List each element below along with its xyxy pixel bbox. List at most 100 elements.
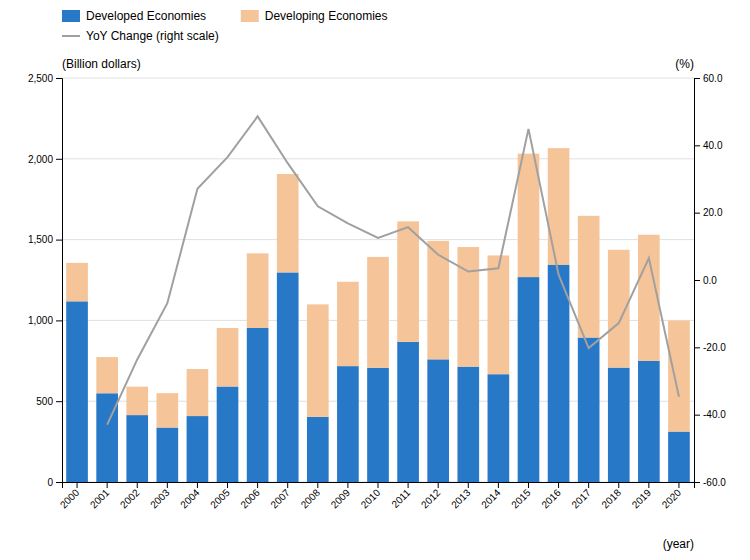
tick-mark	[528, 482, 529, 488]
tick-label: 2016	[539, 487, 563, 511]
tick-mark	[498, 482, 499, 488]
tick-label: 60.0	[703, 73, 723, 84]
tick-label: 500	[36, 396, 53, 407]
axis-line	[63, 483, 695, 489]
tick-mark	[107, 482, 108, 488]
legend-swatch	[62, 35, 80, 37]
bar	[126, 387, 148, 415]
bar	[457, 247, 479, 367]
tick: 0	[47, 477, 62, 488]
tick: 2011	[389, 482, 412, 510]
tick: 1,500	[28, 234, 62, 245]
marks	[66, 116, 690, 482]
tick-mark	[167, 482, 168, 488]
tick-label: 2003	[148, 487, 172, 511]
tick-mark	[694, 347, 700, 348]
tick-mark	[287, 482, 288, 488]
tick-label: 2005	[208, 487, 232, 511]
tick-mark	[56, 482, 62, 483]
bar	[668, 432, 690, 482]
tick-mark	[56, 159, 62, 160]
tick: 2007	[268, 482, 292, 510]
tick-label: 0.0	[703, 275, 717, 286]
legend-label: Developing Economies	[265, 9, 388, 23]
axis-line	[695, 79, 701, 483]
tick-mark	[347, 482, 348, 488]
tick: 2010	[359, 482, 383, 510]
x-axis: 2000200120022003200420052006200720082009…	[58, 482, 695, 510]
tick-label: 2001	[88, 487, 112, 511]
bar	[187, 369, 209, 416]
tick: 2014	[479, 482, 503, 510]
tick: 2006	[238, 482, 262, 510]
axis-line	[56, 79, 63, 483]
bar	[66, 301, 88, 482]
tick: 2019	[630, 482, 654, 510]
tick: 2017	[569, 482, 593, 510]
tick-label: 1,000	[28, 315, 53, 326]
tick-mark	[438, 482, 439, 488]
tick: -20.0	[694, 342, 726, 353]
tick-mark	[317, 482, 318, 488]
tick-mark	[694, 280, 700, 281]
legend-item: Developing Economies	[241, 9, 388, 23]
tick-mark	[694, 415, 700, 416]
tick: 2012	[419, 482, 443, 510]
tick: 2001	[88, 482, 112, 510]
tick-label: 2009	[329, 487, 353, 511]
line	[107, 116, 679, 424]
bar	[668, 321, 690, 432]
tick-label: 2019	[630, 487, 654, 511]
bar	[488, 255, 510, 374]
axis-title: (year)	[663, 537, 694, 551]
bar	[217, 386, 239, 482]
tick-mark	[137, 482, 138, 488]
tick-mark	[618, 482, 619, 488]
bar	[608, 368, 630, 482]
legend-swatch	[62, 10, 80, 22]
tick-mark	[694, 145, 700, 146]
grid-line	[62, 78, 694, 79]
tick: 60.0	[694, 73, 723, 84]
bar	[126, 415, 148, 482]
tick-label: 2018	[599, 487, 623, 511]
tick: 2018	[599, 482, 623, 510]
plot: 2000200120022003200420052006200720082009…	[28, 57, 726, 551]
tick: 2008	[299, 482, 323, 510]
tick-label: 2007	[268, 487, 292, 511]
tick-label: 1,500	[28, 234, 53, 245]
chart: 2000200120022003200420052006200720082009…	[0, 0, 750, 560]
tick-mark	[694, 482, 700, 483]
bar	[397, 221, 419, 342]
bar	[457, 367, 479, 482]
bar	[578, 338, 600, 482]
tick: 2003	[148, 482, 172, 510]
tick-label: 2006	[238, 487, 262, 511]
tick-label: 2011	[389, 487, 412, 510]
axis-title: (%)	[675, 57, 694, 71]
tick: 500	[36, 396, 62, 407]
bar	[96, 357, 118, 393]
bar-series	[66, 148, 690, 431]
tick: 1,000	[28, 315, 62, 326]
bar	[427, 359, 449, 482]
tick-label: 2,500	[28, 73, 53, 84]
y-axis: 0 500 1,000 1,500 2,000 2,500	[28, 73, 63, 488]
tick-mark	[77, 482, 78, 488]
grid	[62, 78, 694, 482]
tick: -40.0	[694, 409, 726, 420]
bar	[217, 328, 239, 386]
tick-mark	[378, 482, 379, 488]
bar	[397, 342, 419, 482]
tick-mark	[56, 78, 62, 79]
tick: 2020	[660, 482, 684, 510]
tick-label: 2,000	[28, 154, 53, 165]
tick-mark	[408, 482, 409, 488]
bar	[638, 235, 660, 361]
legend-label: Developed Economies	[86, 9, 206, 23]
tick: 20.0	[694, 207, 723, 218]
axis-title: (Billion dollars)	[62, 57, 141, 71]
bar	[247, 253, 269, 328]
bar	[247, 328, 269, 482]
legend-item: Developed Economies	[62, 9, 206, 23]
